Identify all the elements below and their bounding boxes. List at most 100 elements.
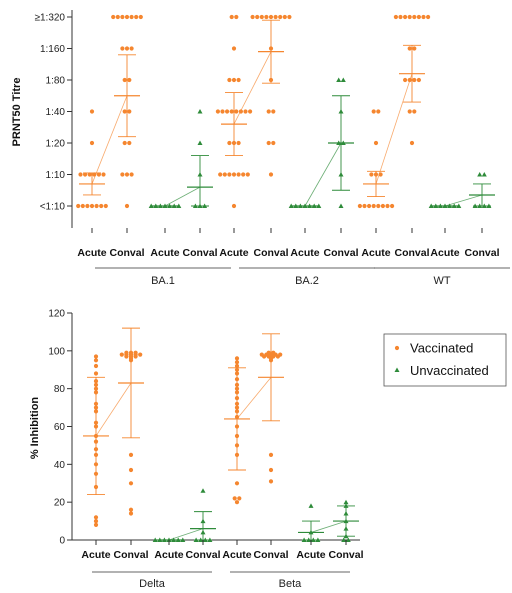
data-point xyxy=(231,46,237,51)
data-point xyxy=(338,109,344,114)
x-category-label: Acute xyxy=(77,247,106,259)
data-point xyxy=(409,140,415,146)
data-point xyxy=(161,537,167,542)
data-point xyxy=(268,77,274,83)
data-point xyxy=(101,172,106,177)
data-point xyxy=(119,352,124,357)
data-point xyxy=(207,537,213,542)
data-point xyxy=(99,203,104,209)
data-point xyxy=(93,354,99,359)
data-point xyxy=(236,172,241,177)
data-point xyxy=(128,350,134,355)
y-tick-label: <1:10 xyxy=(40,202,66,213)
data-point xyxy=(215,109,220,114)
data-point xyxy=(171,203,177,208)
data-point xyxy=(302,203,308,208)
data-point xyxy=(293,203,299,208)
data-point xyxy=(197,140,203,145)
data-point xyxy=(129,172,134,177)
data-point xyxy=(421,14,426,20)
data-point xyxy=(343,503,349,508)
data-point xyxy=(231,77,237,83)
data-point xyxy=(340,77,346,82)
data-point xyxy=(157,537,163,542)
data-point xyxy=(451,203,457,208)
data-point xyxy=(447,203,453,208)
data-point xyxy=(93,358,99,363)
data-point xyxy=(83,172,88,177)
data-point xyxy=(93,382,99,387)
data-point xyxy=(89,203,95,209)
data-point xyxy=(234,409,240,414)
data-point xyxy=(124,203,130,209)
ba-wt-vaccinated-connector xyxy=(375,73,413,185)
data-point xyxy=(297,203,303,208)
data-point xyxy=(345,537,351,542)
data-point xyxy=(340,140,346,145)
data-point xyxy=(171,537,177,542)
data-point xyxy=(266,140,271,146)
x-category-label: Acute xyxy=(361,247,390,259)
data-point xyxy=(416,14,421,20)
data-point xyxy=(93,371,99,376)
data-point xyxy=(227,172,232,177)
y-tick-label: 1:160 xyxy=(40,44,65,55)
data-point xyxy=(390,203,395,209)
data-point xyxy=(93,484,99,490)
ba-ba2-unvaccinated-connector xyxy=(304,142,342,207)
data-point xyxy=(93,420,99,425)
data-point xyxy=(371,109,376,114)
delta-vaccinated-connector xyxy=(95,382,132,437)
y-tick-label: 100 xyxy=(48,346,65,357)
data-point xyxy=(93,379,99,384)
data-point xyxy=(193,537,199,542)
data-point xyxy=(241,172,246,177)
data-point xyxy=(122,140,127,146)
data-point xyxy=(234,390,240,395)
data-point xyxy=(87,172,92,177)
data-point xyxy=(129,14,134,20)
data-point xyxy=(128,507,134,512)
y-tick-label: 40 xyxy=(54,460,66,471)
data-point xyxy=(287,14,292,20)
data-point xyxy=(218,172,223,177)
data-point xyxy=(234,377,240,382)
y-tick-label: ≥1:320 xyxy=(34,13,65,24)
data-point xyxy=(376,203,381,209)
data-point xyxy=(433,203,439,208)
data-point xyxy=(248,109,253,114)
data-point xyxy=(227,77,232,83)
data-point xyxy=(264,14,269,20)
data-point xyxy=(398,14,403,20)
data-point xyxy=(234,386,240,391)
group-label: Delta xyxy=(139,578,166,590)
data-point xyxy=(122,77,127,83)
x-category-label: Conval xyxy=(185,549,220,561)
data-point xyxy=(93,424,99,429)
x-category-label: Acute xyxy=(154,549,183,561)
data-point xyxy=(80,203,85,209)
data-point xyxy=(259,14,264,20)
data-point xyxy=(245,172,250,177)
data-point xyxy=(278,352,283,357)
data-point xyxy=(442,203,448,208)
data-point xyxy=(220,109,225,114)
data-point xyxy=(338,203,344,208)
data-point xyxy=(124,350,129,355)
data-point xyxy=(234,424,240,429)
data-point xyxy=(238,109,243,114)
x-category-label: Conval xyxy=(394,247,429,259)
data-point xyxy=(152,537,158,542)
data-point xyxy=(343,499,349,505)
data-point xyxy=(157,203,163,208)
data-point xyxy=(268,452,274,457)
x-category-label: Acute xyxy=(150,247,179,259)
legend-marker-unvaccinated xyxy=(394,367,400,372)
data-point xyxy=(128,481,134,486)
y-tick-label: 1:10 xyxy=(46,170,66,181)
y-tick-label: 120 xyxy=(48,309,65,320)
data-point xyxy=(234,443,240,448)
data-point xyxy=(89,140,95,146)
legend-label-unvaccinated: Unvaccinated xyxy=(410,363,489,378)
